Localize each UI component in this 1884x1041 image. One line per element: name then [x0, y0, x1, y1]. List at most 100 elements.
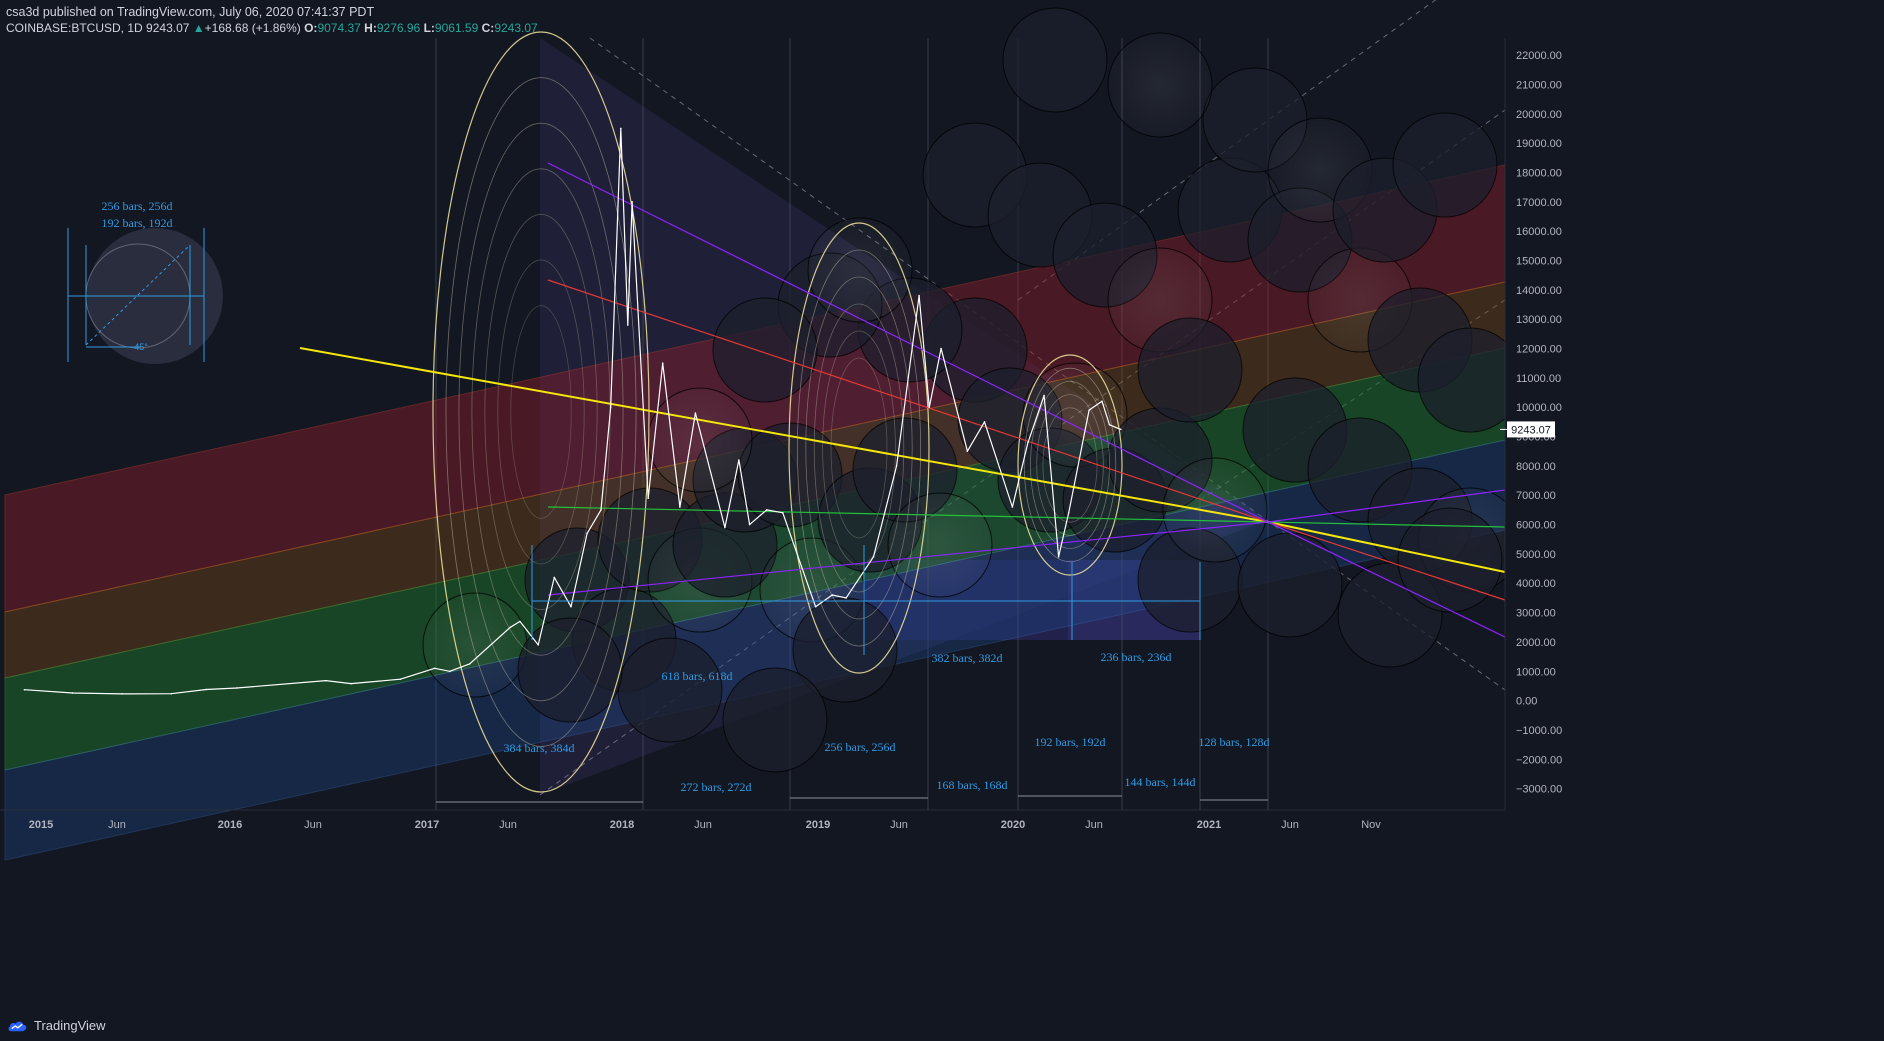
- price-point: [895, 465, 898, 467]
- price-point: [609, 406, 612, 409]
- time-tick-label: 2021: [1197, 819, 1221, 831]
- measure-label: 128 bars, 128d: [1199, 735, 1270, 749]
- fib-circle: [517, 617, 623, 723]
- time-tick-label: 2015: [29, 819, 53, 831]
- price-point: [570, 605, 572, 608]
- price-point: [23, 688, 26, 691]
- price-point: [738, 459, 740, 461]
- price-point: [765, 509, 768, 511]
- price-tick-label: 14000.00: [1516, 285, 1562, 297]
- price-tick-label: 7000.00: [1516, 490, 1556, 502]
- measure-label: 192 bars, 192d: [102, 216, 173, 230]
- time-tick-label: 2020: [1001, 819, 1025, 831]
- price-point: [600, 509, 602, 511]
- price-point: [694, 412, 697, 414]
- price-point: [468, 663, 471, 665]
- measure-label: 618 bars, 618d: [662, 669, 733, 683]
- measure-label: 272 bars, 272d: [681, 780, 752, 794]
- price-tick-label: 10000.00: [1516, 402, 1562, 414]
- measure-diagonal: [85, 244, 191, 346]
- measure-label: 144 bars, 144d: [1125, 775, 1196, 789]
- tradingview-footer[interactable]: TradingView: [6, 1018, 106, 1033]
- brand-label: TradingView: [34, 1018, 106, 1033]
- price-point: [235, 687, 238, 689]
- time-tick-label: Jun: [1281, 819, 1299, 831]
- measure-label: 256 bars, 256d: [825, 740, 896, 754]
- measure-label: 236 bars, 236d: [1101, 650, 1172, 664]
- fib-circle: [807, 217, 913, 323]
- price-tick-label: 5000.00: [1516, 549, 1556, 561]
- price-point: [928, 406, 931, 409]
- price-point: [814, 605, 817, 608]
- open-value: 9074.37: [317, 21, 361, 35]
- time-tick-label: 2019: [806, 819, 830, 831]
- price-point: [399, 678, 402, 680]
- symbol-label[interactable]: COINBASE:BTCUSD, 1D: [6, 21, 143, 35]
- measure-label: 192 bars, 192d: [1035, 735, 1106, 749]
- price-tick-label: 22000.00: [1516, 50, 1562, 62]
- fib-ellipse: [1017, 354, 1123, 576]
- measure-label: 256 bars, 256d: [102, 199, 173, 213]
- price-point: [983, 421, 986, 423]
- publish-line: csa3d published on TradingView.com, July…: [6, 4, 538, 20]
- author-name[interactable]: csa3d: [6, 5, 40, 19]
- price-point: [724, 526, 726, 529]
- price-point: [801, 567, 803, 570]
- price-point: [831, 594, 833, 596]
- measure-label: 382 bars, 382d: [932, 651, 1003, 665]
- fib-ellipse: [445, 77, 637, 747]
- price-tick-label: 11000.00: [1516, 373, 1561, 385]
- price-point: [1011, 506, 1014, 508]
- dashed-guide: [589, 37, 1506, 691]
- angle-label: 45°: [134, 342, 148, 352]
- open-label: O:: [304, 21, 318, 35]
- fib-ellipse: [1030, 380, 1110, 549]
- last-price: 9243.07: [146, 21, 190, 35]
- price-point: [1027, 441, 1029, 444]
- price-point: [205, 688, 208, 691]
- fib-ellipse: [797, 249, 922, 647]
- trend-line: [547, 489, 1506, 596]
- price-tick-label: 13000.00: [1516, 314, 1562, 326]
- price-change: +168.68 (+1.86%): [204, 21, 301, 35]
- fib-ellipse: [432, 31, 650, 793]
- axes: 22000.00 21000.00 20000.00 19000.00 18000.00…: [0, 38, 1884, 831]
- time-tick-label: 2016: [218, 819, 242, 831]
- price-point: [71, 692, 74, 694]
- price-point: [872, 556, 875, 558]
- fib-circle: [887, 492, 993, 598]
- fib-circle: [1162, 457, 1268, 563]
- price-tick-label: −2000.00: [1516, 754, 1562, 766]
- price-point: [1043, 394, 1045, 397]
- price-point: [1057, 556, 1060, 558]
- price-point: [509, 626, 512, 629]
- fib-circle: [647, 387, 753, 493]
- fib-circle: [1137, 317, 1243, 423]
- price-point: [940, 347, 942, 350]
- time-tick-label: 2017: [415, 819, 439, 831]
- time-tick-label: Jun: [694, 819, 712, 831]
- price-tick-label: 20000.00: [1516, 109, 1562, 121]
- fib-ellipse: [1036, 394, 1104, 536]
- high-value: 9276.96: [376, 21, 421, 35]
- price-tick-label: 1000.00: [1516, 666, 1556, 678]
- price-point: [748, 523, 751, 526]
- price-point: [1088, 409, 1090, 411]
- price-tick-label: 19000.00: [1516, 138, 1562, 150]
- price-point: [966, 450, 969, 453]
- fib-ellipse: [510, 305, 572, 519]
- price-point: [918, 294, 920, 297]
- price-point: [519, 620, 521, 623]
- price-point: [679, 506, 681, 508]
- price-tick-label: 4000.00: [1516, 578, 1556, 590]
- price-point: [1067, 512, 1070, 514]
- fib-ellipse: [805, 276, 913, 620]
- fib-ellipse: [830, 357, 888, 539]
- close-label: C:: [481, 21, 495, 35]
- fib-circle: [1392, 112, 1498, 218]
- fib-ellipse: [497, 259, 585, 565]
- publication-header: csa3d published on TradingView.com, July…: [6, 4, 538, 36]
- last-price-tag: [1507, 421, 1555, 438]
- fib-circle: [1107, 32, 1213, 138]
